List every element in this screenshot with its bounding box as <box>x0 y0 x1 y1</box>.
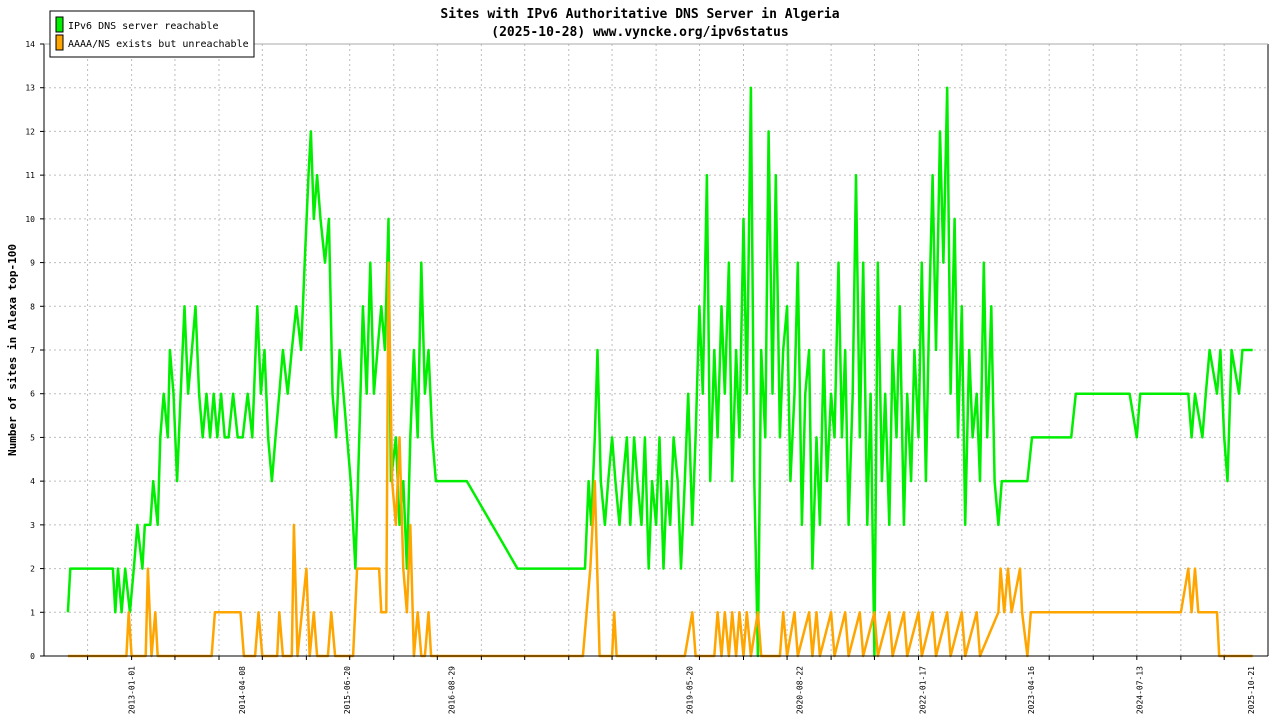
chart-subtitle: (2025-10-28) www.vyncke.org/ipv6status <box>491 25 788 40</box>
x-tick-label: 2020-08-22 <box>796 666 805 714</box>
x-tick-label: 2025-10-21 <box>1247 666 1256 714</box>
x-tick-label: 2023-04-16 <box>1027 666 1036 714</box>
y-tick-label: 0 <box>30 652 35 661</box>
y-tick-label: 7 <box>30 346 35 355</box>
x-tick-label: 2019-05-20 <box>685 666 694 714</box>
x-tick-label: 2014-04-08 <box>238 666 247 714</box>
y-tick-label: 1 <box>30 608 35 617</box>
series-layer <box>66 86 1253 658</box>
x-tick-label: 2022-01-17 <box>918 666 927 714</box>
x-tick-label: 2015-06-20 <box>343 666 352 714</box>
y-axis-label: Number of sites in Alexa top-100 <box>6 244 19 456</box>
series-line-reachable <box>66 86 1253 658</box>
legend-swatch-reachable <box>55 16 64 33</box>
legend-swatch-unreachable <box>55 34 64 51</box>
y-tick-label: 12 <box>25 127 35 136</box>
y-tick-label: 9 <box>30 259 35 268</box>
legend-label-reachable: IPv6 DNS server reachable <box>68 21 219 32</box>
chart-title: Sites with IPv6 Authoritative DNS Server… <box>440 7 839 22</box>
legend: IPv6 DNS server reachable AAAA/NS exists… <box>49 10 255 58</box>
x-tick-label: 2024-07-13 <box>1136 666 1145 714</box>
legend-label-unreachable: AAAA/NS exists but unreachable <box>68 39 249 50</box>
y-tick-label: 3 <box>30 521 35 530</box>
y-tick-label: 11 <box>25 171 35 180</box>
x-tick-label: 2016-08-29 <box>447 666 456 714</box>
series-line-unreachable <box>67 261 1253 658</box>
y-tick-label: 8 <box>30 302 35 311</box>
y-tick-label: 4 <box>30 477 35 486</box>
grid-layer <box>44 43 1268 656</box>
legend-box <box>49 10 255 58</box>
y-tick-label: 14 <box>25 40 35 49</box>
y-tick-label: 5 <box>30 433 35 442</box>
y-tick-label: 10 <box>25 215 35 224</box>
y-tick-label: 13 <box>25 84 35 93</box>
y-tick-label: 6 <box>30 390 35 399</box>
x-tick-label: 2013-01-01 <box>128 666 137 714</box>
y-tick-label: 2 <box>30 565 35 574</box>
